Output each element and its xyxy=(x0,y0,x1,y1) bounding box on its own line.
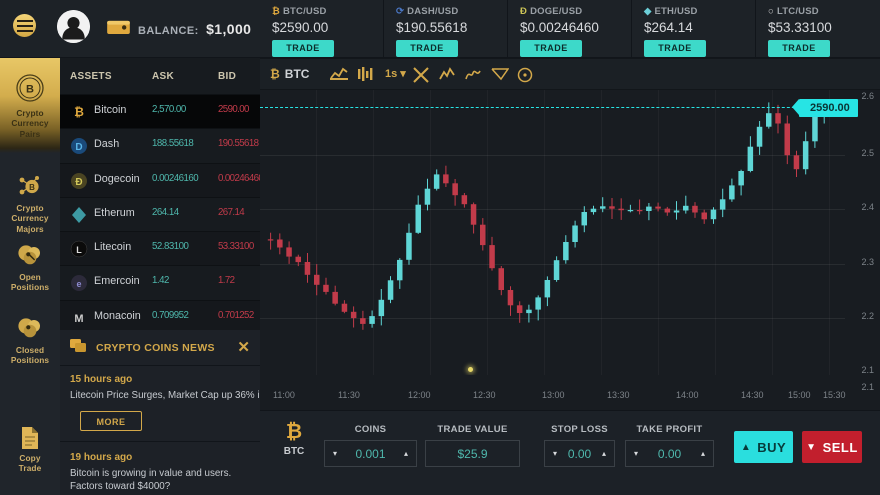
svg-text:Đ: Đ xyxy=(75,177,82,188)
svg-text:B: B xyxy=(29,183,35,192)
svg-text:D: D xyxy=(75,142,82,153)
svg-text:B: B xyxy=(26,84,34,96)
svg-text:L: L xyxy=(76,245,82,255)
svg-text:e: e xyxy=(76,279,81,289)
svg-text:₿: ₿ xyxy=(74,105,84,119)
svg-text:M: M xyxy=(74,313,83,325)
